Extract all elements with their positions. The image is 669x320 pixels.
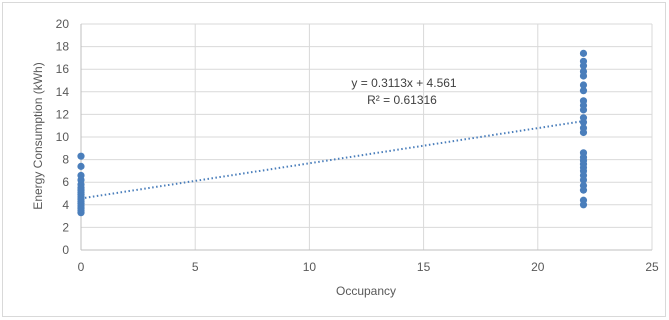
data-point <box>579 57 588 65</box>
y-tick-label: 16 <box>56 62 70 76</box>
x-tick-label: 25 <box>645 260 659 274</box>
y-tick-label: 10 <box>56 130 70 144</box>
data-point <box>77 171 85 180</box>
x-tick-label: 0 <box>78 260 85 274</box>
data-point <box>77 162 85 170</box>
trendline-r-squared: R² = 0.61316 <box>367 93 437 107</box>
y-tick-labels: 0 2 4 6 8 10 12 14 16 18 20 <box>56 17 70 257</box>
y-axis-title: Energy Consumption (kWh) <box>31 62 45 209</box>
y-tick-label: 0 <box>62 243 69 257</box>
y-tick-label: 6 <box>62 175 69 189</box>
data-points <box>77 49 588 217</box>
y-tick-label: 2 <box>62 220 69 234</box>
data-point <box>579 97 588 105</box>
y-tick-label: 4 <box>62 198 69 212</box>
data-point <box>579 124 588 132</box>
data-point <box>579 67 588 76</box>
data-point <box>579 114 588 122</box>
trendline <box>80 120 584 200</box>
data-point <box>579 49 588 57</box>
x-axis-title: Occupancy <box>336 284 396 298</box>
trendline-equation: y = 0.3113x + 4.561 <box>351 76 457 90</box>
data-point <box>579 181 588 190</box>
data-point <box>579 196 588 204</box>
y-tick-label: 20 <box>56 17 70 31</box>
y-tick-label: 8 <box>62 153 69 167</box>
data-point <box>579 87 588 95</box>
x-tick-label: 15 <box>417 260 431 274</box>
y-tick-label: 12 <box>56 107 70 121</box>
data-point <box>579 81 588 89</box>
data-point <box>77 152 85 160</box>
y-tick-label: 14 <box>56 85 70 99</box>
y-tick-label: 18 <box>56 40 70 54</box>
x-tick-label: 10 <box>303 260 317 274</box>
gridlines <box>81 23 653 250</box>
data-point <box>579 149 588 157</box>
x-tick-label: 5 <box>192 260 199 274</box>
x-tick-label: 20 <box>531 260 545 274</box>
x-tick-labels: 0 5 10 15 20 25 <box>78 260 659 274</box>
trendline-group <box>80 120 584 200</box>
